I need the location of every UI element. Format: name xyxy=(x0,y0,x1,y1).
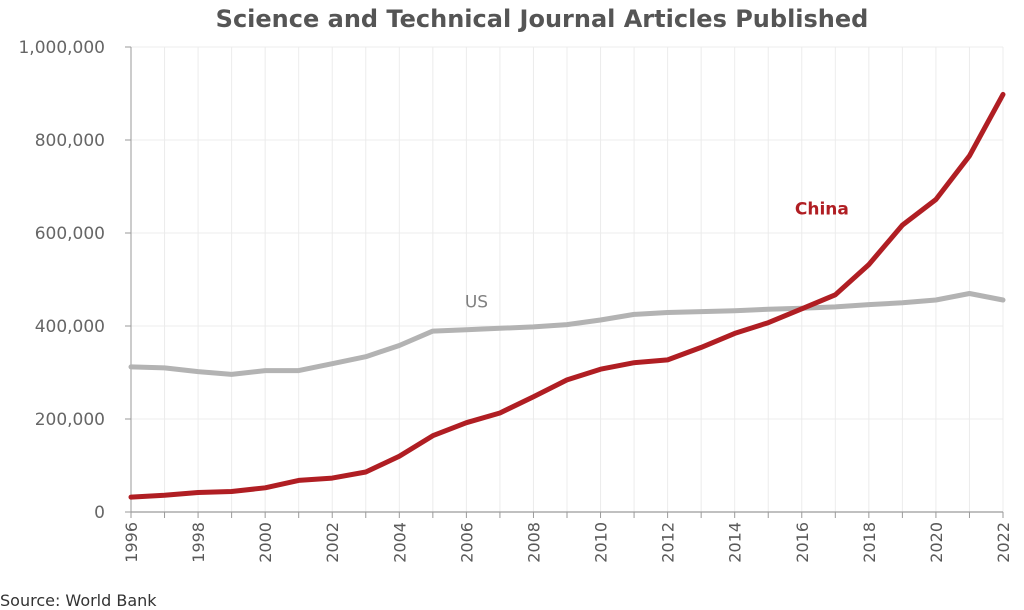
series-line-us xyxy=(128,291,1006,377)
series-labels: US China xyxy=(465,199,849,312)
x-tick-label: 2018 xyxy=(860,522,879,563)
gridlines xyxy=(130,46,1004,512)
x-tick-label: 2014 xyxy=(726,522,745,563)
y-tick-label: 200,000 xyxy=(35,410,105,430)
x-tick-label: 2000 xyxy=(256,522,275,563)
y-tick-label: 1,000,000 xyxy=(18,38,105,58)
x-tick-label: 2002 xyxy=(323,522,342,563)
x-tick-label: 2004 xyxy=(390,522,409,563)
series-line-china xyxy=(128,91,1006,500)
y-tick-labels: 0 200,000 400,000 600,000 800,000 1,000,000 xyxy=(18,38,105,523)
series-lines xyxy=(128,91,1006,500)
y-tick-label: 0 xyxy=(94,503,105,523)
x-tick-label: 2016 xyxy=(793,522,812,563)
x-tick-label: 1998 xyxy=(189,522,208,563)
x-tick-label: 2010 xyxy=(592,522,611,563)
chart-title: Science and Technical Journal Articles P… xyxy=(216,5,869,33)
x-tick-labels: 1996 1998 2000 2002 2004 2006 2008 2010 2012 2014… xyxy=(122,522,1013,563)
x-tick-label: 1996 xyxy=(122,522,141,563)
y-tick-label: 600,000 xyxy=(35,224,105,244)
x-tick-label: 2006 xyxy=(457,522,476,563)
y-tick-label: 800,000 xyxy=(35,131,105,151)
y-tick-label: 400,000 xyxy=(35,317,105,337)
series-label-china: China xyxy=(795,199,849,219)
source-note: Source: World Bank xyxy=(0,591,157,610)
axes xyxy=(125,46,1004,518)
x-tick-label: 2022 xyxy=(994,522,1013,563)
series-label-us: US xyxy=(465,292,488,312)
x-tick-label: 2020 xyxy=(927,522,946,563)
x-tick-label: 2012 xyxy=(659,522,678,563)
x-tick-label: 2008 xyxy=(524,522,543,563)
